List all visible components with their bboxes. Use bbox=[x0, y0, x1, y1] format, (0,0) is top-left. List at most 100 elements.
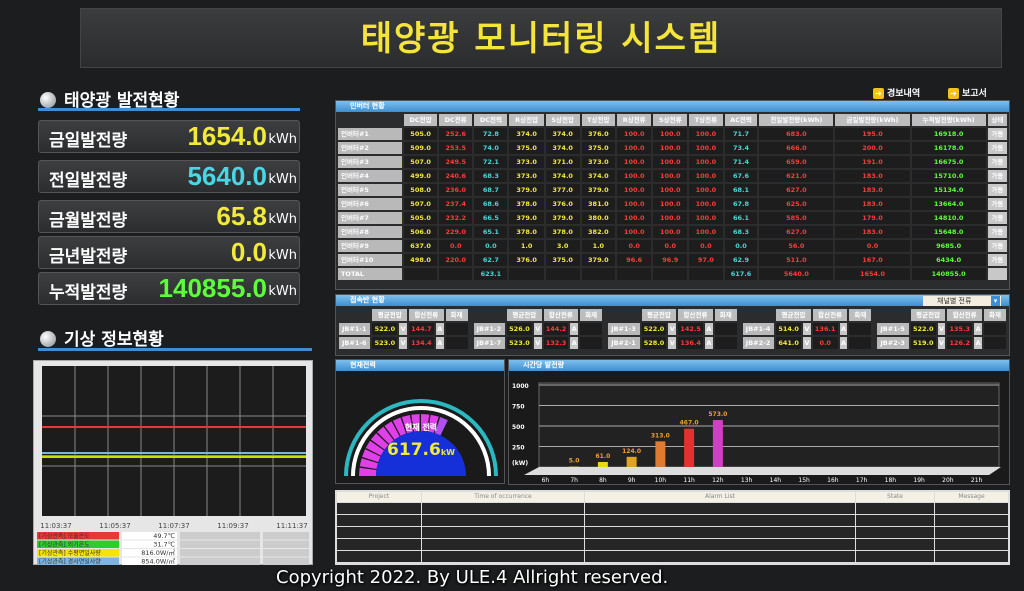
table-cell: 가동 bbox=[987, 198, 1007, 210]
junction-row: JB#1-7 523.0 V 132.3 A bbox=[473, 337, 603, 349]
table-cell: 100.0 bbox=[689, 184, 723, 196]
table-cell: 183.0 bbox=[835, 198, 910, 210]
report-button[interactable]: ➜ 보고서 bbox=[948, 86, 987, 99]
gauge-segment bbox=[434, 417, 448, 436]
y-tick: 500 bbox=[512, 424, 525, 431]
weather-heading-text: 기상 정보현황 bbox=[64, 330, 164, 350]
unit: A bbox=[435, 323, 444, 335]
alarm-cell bbox=[337, 551, 421, 562]
alarm-cell bbox=[585, 527, 855, 538]
table-cell: 381.0 bbox=[581, 198, 616, 210]
alarm-column-header[interactable]: Time of occurrence bbox=[422, 492, 584, 502]
generation-value: 0.0 bbox=[230, 237, 267, 267]
table-cell: 379.0 bbox=[509, 184, 544, 196]
table-cell: 373.0 bbox=[509, 170, 544, 182]
column-header: T상전류 bbox=[689, 114, 723, 126]
gauge-segment bbox=[411, 414, 420, 432]
alarm-column-header[interactable]: Project bbox=[337, 492, 421, 502]
generation-row: 누적발전량 140855.0 kWh bbox=[38, 272, 300, 305]
generation-label: 전일발전량 bbox=[49, 171, 128, 191]
row-label: 인버터#7 bbox=[338, 212, 402, 224]
table-cell: 499.0 bbox=[404, 170, 438, 182]
channel-dropdown-value: 채널별 전류 bbox=[937, 297, 972, 305]
table-cell: 237.4 bbox=[439, 198, 473, 210]
sum-current: 134.4 bbox=[409, 337, 434, 349]
page-title: 태양광 모니터링 시스템 bbox=[360, 19, 722, 59]
column-header: T상전압 bbox=[581, 114, 616, 126]
alarm-column-header[interactable]: State bbox=[856, 492, 934, 502]
table-cell: 378.0 bbox=[509, 198, 544, 210]
avg-voltage: 522.0 bbox=[641, 323, 667, 335]
spacer bbox=[608, 309, 639, 321]
column-header: 누적발전량(kWh) bbox=[911, 114, 986, 126]
sum-current: 126.2 bbox=[947, 337, 973, 349]
table-cell: 100.0 bbox=[653, 184, 688, 196]
junction-group: 평균전압 합산전류 화재 JB#1-5 522.0 V 135.3 A JB#2-3 519.0 V… bbox=[875, 307, 1008, 351]
table-cell: 380.0 bbox=[581, 212, 616, 224]
table-cell: 623.1 bbox=[474, 268, 508, 280]
table-cell: 66.1 bbox=[724, 212, 758, 224]
table-cell: 200.0 bbox=[835, 142, 910, 154]
table-cell: 376.0 bbox=[581, 128, 616, 140]
table-cell: 382.0 bbox=[581, 226, 616, 238]
table-cell: 100.0 bbox=[653, 226, 688, 238]
gauge-segment bbox=[428, 414, 439, 433]
legend-bar bbox=[180, 540, 260, 548]
table-cell: 6434.0 bbox=[911, 254, 986, 266]
x-tick: 9h bbox=[628, 477, 636, 484]
header-row: 평균전압 합산전류 화재 bbox=[877, 309, 1006, 321]
legend-swatch bbox=[37, 540, 119, 548]
table-cell: 621.0 bbox=[759, 170, 834, 182]
row-label: TOTAL bbox=[338, 268, 402, 280]
column-header: DC전압 bbox=[404, 114, 438, 126]
junction-row: JB#1-2 526.0 V 144.2 A bbox=[473, 323, 603, 335]
channel-dropdown[interactable]: 채널별 전류 ▾ bbox=[923, 296, 1001, 306]
data-label: 124.0 bbox=[622, 448, 641, 455]
bar bbox=[712, 420, 723, 467]
table-cell: 68.1 bbox=[724, 184, 758, 196]
fire-status bbox=[983, 337, 1006, 349]
legend-swatch bbox=[37, 557, 119, 565]
table-cell: 374.0 bbox=[509, 128, 544, 140]
alarm-history-button[interactable]: ➜ 경보내역 bbox=[873, 86, 920, 99]
column-header: 평균전압 bbox=[910, 309, 946, 321]
table-cell: 16178.0 bbox=[911, 142, 986, 154]
junction-row: JB#1-5 522.0 V 135.3 A bbox=[877, 323, 1006, 335]
legend-swatch bbox=[37, 532, 119, 540]
alarm-column-header[interactable]: Alarm List bbox=[585, 492, 855, 502]
table-cell: 0.0 bbox=[617, 240, 652, 252]
alarm-cell bbox=[935, 551, 1008, 562]
time-tick: 11:09:37 bbox=[217, 522, 248, 530]
table-cell: 100.0 bbox=[689, 170, 723, 182]
generation-heading: 태양광 발전현황 bbox=[40, 86, 179, 111]
generation-value: 140855.0 bbox=[158, 273, 267, 303]
column-header: 합산전류 bbox=[678, 309, 713, 321]
y-tick: 250 bbox=[512, 445, 525, 452]
unit: V bbox=[803, 323, 811, 335]
table-cell: 100.0 bbox=[653, 142, 688, 154]
gauge-value: 617.6kW bbox=[336, 440, 506, 460]
table-cell: 0.0 bbox=[689, 240, 723, 252]
table-cell: 183.0 bbox=[835, 226, 910, 238]
table-cell: 507.0 bbox=[404, 198, 438, 210]
alarm-cell bbox=[935, 527, 1008, 538]
unit: A bbox=[839, 323, 848, 335]
table-cell: 0.0 bbox=[724, 240, 758, 252]
table-cell: 100.0 bbox=[689, 226, 723, 238]
weather-heading: 기상 정보현황 bbox=[40, 325, 164, 350]
column-header: DC전력 bbox=[474, 114, 508, 126]
x-tick: 18h bbox=[885, 477, 897, 484]
divider bbox=[38, 348, 312, 351]
sum-current: 0.0 bbox=[812, 337, 838, 349]
junction-row: JB#2-2 641.0 V 0.0 A bbox=[742, 337, 872, 349]
x-tick: 8h bbox=[599, 477, 607, 484]
table-cell: 96.6 bbox=[617, 254, 652, 266]
table-cell: 100.0 bbox=[653, 198, 688, 210]
unit: A bbox=[839, 337, 848, 349]
table-cell bbox=[689, 268, 723, 280]
legend-bar bbox=[263, 532, 309, 540]
bar bbox=[655, 441, 666, 467]
unit: V bbox=[399, 323, 407, 335]
alarm-column-header[interactable]: Message bbox=[935, 492, 1008, 502]
table-cell: 375.0 bbox=[509, 142, 544, 154]
